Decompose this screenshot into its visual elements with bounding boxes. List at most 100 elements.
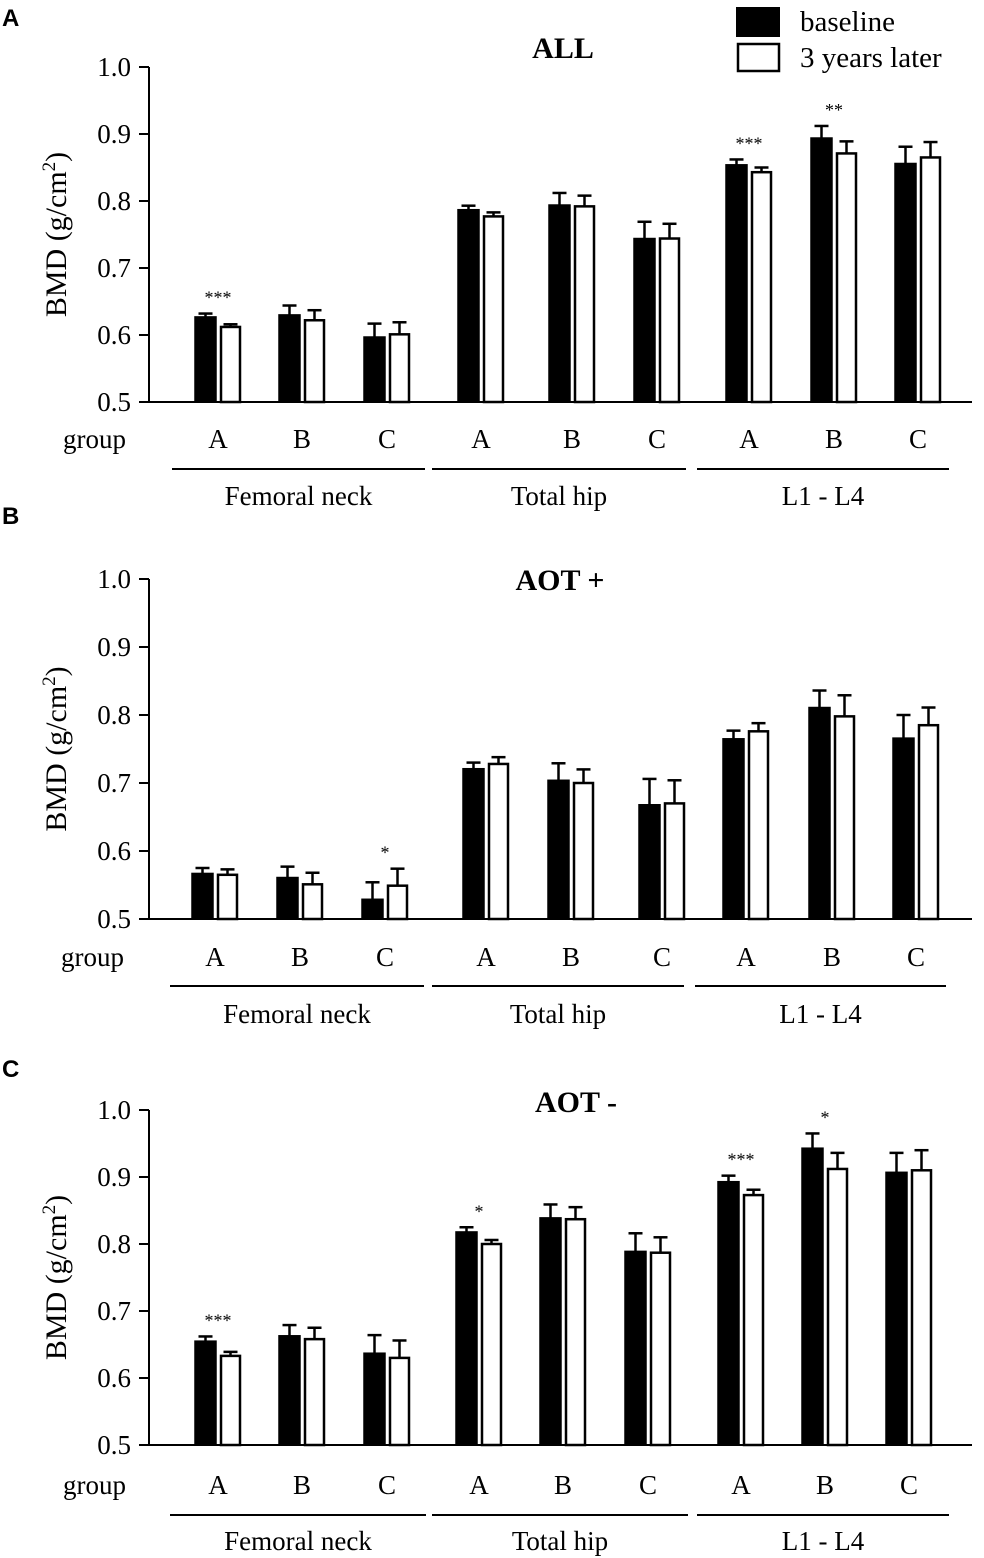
bar-baseline [638,804,661,920]
y-tick-label: 0.8 [97,186,131,216]
bar-later [663,802,686,921]
y-axis-label: BMD (g/cm2) [39,666,73,831]
site-label: Femoral neck [225,481,373,511]
bar-later [480,1242,503,1447]
y-tick-label: 0.6 [97,320,131,350]
bar-later [747,730,770,921]
bar-baseline [363,336,386,403]
bar-baseline [894,162,917,403]
y-tick-label: 0.5 [97,1430,131,1460]
bar-later [487,762,510,921]
group-label-a: A [208,1470,228,1500]
bar-later [388,1356,411,1447]
group-label-b: B [293,1470,311,1500]
group-label-a: A [476,942,496,972]
group-label-a: A [731,1470,751,1500]
bar-baseline [548,204,571,403]
group-label-c: C [639,1470,657,1500]
y-tick-label: 0.7 [97,1296,131,1326]
bar-baseline [722,738,745,920]
group-label-a: A [208,424,228,454]
site-label: Total hip [510,999,606,1029]
group-label-a: A [469,1470,489,1500]
group-label-c: C [909,424,927,454]
significance-marker: *** [736,133,763,153]
y-axis-label: BMD (g/cm2) [39,152,73,317]
bar-later [742,1193,765,1447]
site-label: Femoral neck [224,1526,372,1556]
y-tick-label: 1.0 [97,52,131,82]
site-label: L1 - L4 [779,999,862,1029]
y-tick-label: 0.8 [97,1229,131,1259]
y-tick-label: 0.6 [97,836,131,866]
bar-later [658,237,681,404]
bar-later [301,883,324,921]
bar-later [564,1217,587,1447]
bar-baseline [363,1352,386,1446]
significance-marker: ** [825,100,843,120]
bar-baseline [624,1250,647,1446]
significance-marker: * [475,1201,484,1221]
bar-baseline [725,164,748,403]
bar-baseline [457,208,480,403]
bar-later [482,215,505,404]
bar-baseline [633,237,656,403]
y-tick-label: 0.7 [97,768,131,798]
panel-a: A ALL 0.5 0.6 0.7 0.8 0.9 1.0 BMD (g/cm2) A B C A B C A… [2,5,972,511]
group-axis-label: group [61,942,124,972]
y-tick-label: 0.6 [97,1363,131,1393]
group-label-a: A [205,942,225,972]
site-label: Total hip [511,481,607,511]
bar-baseline [278,1335,301,1446]
significance-marker: *** [728,1150,755,1170]
bar-later [573,205,596,404]
chart-title: AOT - [535,1086,617,1119]
group-label-a: A [739,424,759,454]
y-axis-label: BMD (g/cm2) [39,1195,73,1360]
bar-later [572,781,595,921]
bar-baseline [547,779,570,920]
y-tick-label: 0.5 [97,904,131,934]
bar-later [750,170,773,404]
panel-letter: C [2,1056,19,1083]
bar-baseline [801,1147,824,1446]
bar-later [388,333,411,404]
group-label-c: C [900,1470,918,1500]
bar-baseline [194,1340,217,1446]
chart-title: ALL [532,32,594,65]
bar-later [826,1167,849,1447]
group-label-c: C [378,424,396,454]
chart-title: AOT + [515,564,604,597]
group-label-a: A [471,424,491,454]
legend-baseline-swatch [736,7,780,37]
group-axis-label: group [63,424,126,454]
bar-later [386,884,409,921]
group-label-b: B [291,942,309,972]
bar-later [303,319,326,404]
bar-later [917,723,940,921]
bar-baseline [455,1231,478,1446]
y-tick-label: 0.9 [97,1162,131,1192]
bar-baseline [717,1180,740,1446]
y-tick-label: 1.0 [97,1095,131,1125]
group-label-b: B [562,942,580,972]
site-label: L1 - L4 [782,481,865,511]
bar-baseline [892,737,915,920]
panel-b: B AOT + 0.5 0.6 0.7 0.8 0.9 1.0 BMD (g/cm2) A B C A B… [2,503,972,1029]
group-label-c: C [653,942,671,972]
bar-later [216,873,239,921]
group-label-c: C [376,942,394,972]
bar-baseline [191,872,214,920]
legend-later-swatch [736,42,781,73]
bar-baseline [194,316,217,403]
bar-baseline [810,137,833,403]
bar-later [833,715,856,921]
legend: baseline 3 years later [736,6,942,74]
group-label-a: A [736,942,756,972]
panel-letter: B [2,503,19,530]
panel-letter: A [2,5,19,32]
bar-baseline [276,876,299,920]
bar-later [219,325,242,404]
significance-marker: *** [205,288,232,308]
